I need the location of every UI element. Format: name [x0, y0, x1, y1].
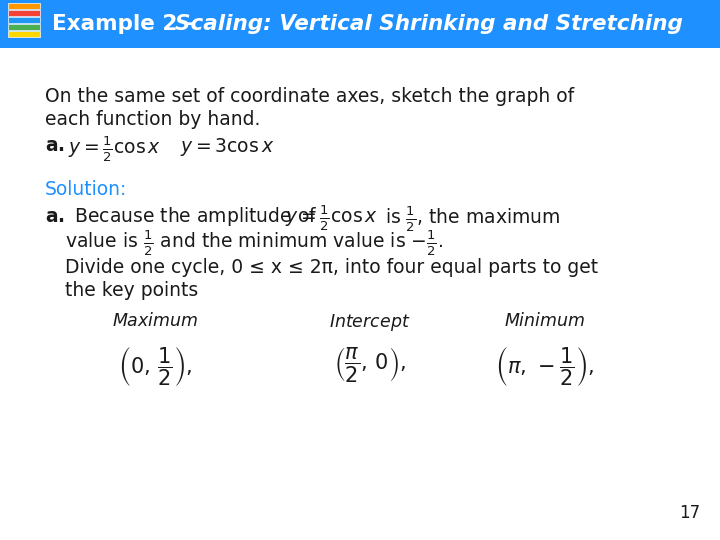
- Text: $\left(0,\, \dfrac{1}{2}\right),$: $\left(0,\, \dfrac{1}{2}\right),$: [118, 345, 192, 388]
- Text: is $\frac{1}{2}$, the maximum: is $\frac{1}{2}$, the maximum: [385, 205, 560, 234]
- Bar: [8, 3, 40, 9]
- Text: each function by hand.: each function by hand.: [45, 110, 261, 129]
- Text: Example 2 –: Example 2 –: [52, 14, 203, 34]
- Text: $y = 3\cos x$: $y = 3\cos x$: [180, 136, 274, 158]
- Text: On the same set of coordinate axes, sketch the graph of: On the same set of coordinate axes, sket…: [45, 87, 574, 106]
- Text: $\mathit{Maximum}$: $\mathit{Maximum}$: [112, 312, 198, 330]
- Text: $\mathit{Minimum}$: $\mathit{Minimum}$: [504, 312, 585, 330]
- Text: the key points: the key points: [65, 281, 198, 300]
- Text: $y = \frac{1}{2}\cos x$: $y = \frac{1}{2}\cos x$: [68, 135, 161, 165]
- Text: Scaling: Vertical Shrinking and Stretching: Scaling: Vertical Shrinking and Stretchi…: [175, 14, 683, 34]
- Text: Solution:: Solution:: [45, 180, 127, 199]
- Bar: [8, 10, 40, 16]
- Bar: [8, 31, 40, 37]
- Text: 17: 17: [679, 504, 700, 522]
- Text: value is $\frac{1}{2}$ and the minimum value is $-\frac{1}{2}$.: value is $\frac{1}{2}$ and the minimum v…: [65, 229, 443, 259]
- Text: Divide one cycle, 0 ≤ x ≤ 2π, into four equal parts to get: Divide one cycle, 0 ≤ x ≤ 2π, into four …: [65, 258, 598, 277]
- Text: $\left(\dfrac{\pi}{2},\, 0\right),$: $\left(\dfrac{\pi}{2},\, 0\right),$: [334, 345, 406, 384]
- Text: $\left(\pi,\, -\dfrac{1}{2}\right),$: $\left(\pi,\, -\dfrac{1}{2}\right),$: [495, 345, 595, 388]
- Text: $\mathit{Intercept}$: $\mathit{Intercept}$: [329, 312, 410, 333]
- Bar: [0, 0, 720, 48]
- Bar: [8, 17, 40, 23]
- Bar: [8, 24, 40, 30]
- Text: $\mathbf{a.}$: $\mathbf{a.}$: [45, 136, 65, 155]
- Text: $y = \frac{1}{2}\cos x$: $y = \frac{1}{2}\cos x$: [285, 204, 378, 233]
- Text: $\mathbf{a.}$ Because the amplitude of: $\mathbf{a.}$ Because the amplitude of: [45, 205, 318, 228]
